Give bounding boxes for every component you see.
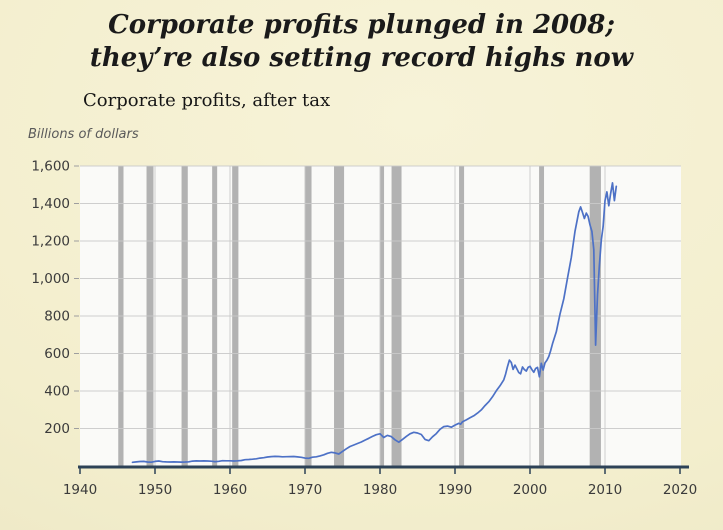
profits-line-chart: 1940 1950 1960 1970 1980 1990 2000 2010 2020 200 4… [31, 159, 697, 499]
y-tick-label: 800 [44, 309, 70, 325]
y-tick-label: 1,000 [31, 271, 70, 287]
y-tick-label: 1,400 [31, 196, 70, 212]
y-tick-label: 1,200 [31, 234, 70, 250]
x-tick-label: 1990 [438, 482, 472, 498]
x-tick-label: 1950 [138, 482, 172, 498]
y-tick-label: 400 [44, 384, 70, 400]
headline-line-2: they’re also setting record highs now [89, 43, 634, 73]
y-tick-label: 1,600 [31, 159, 70, 175]
chart-subtitle: Corporate profits, after tax [83, 90, 331, 111]
profits-line [131, 182, 618, 464]
chart-headline: Corporate profits plunged in 2008; they’… [0, 9, 723, 75]
headline-line-1: Corporate profits plunged in 2008; [108, 10, 615, 40]
x-tick-label: 1970 [288, 482, 322, 498]
y-tick-label: 200 [44, 421, 70, 437]
x-tick-label: 1960 [213, 482, 247, 498]
y-tick-label: 600 [44, 346, 70, 362]
x-tick-label: 2010 [588, 482, 622, 498]
x-tick-label: 2020 [663, 482, 697, 498]
y-axis-units-label: Billions of dollars [28, 127, 139, 142]
x-tick-label: 2000 [513, 482, 547, 498]
x-tick-label: 1940 [63, 482, 97, 498]
x-tick-label: 1980 [363, 482, 397, 498]
